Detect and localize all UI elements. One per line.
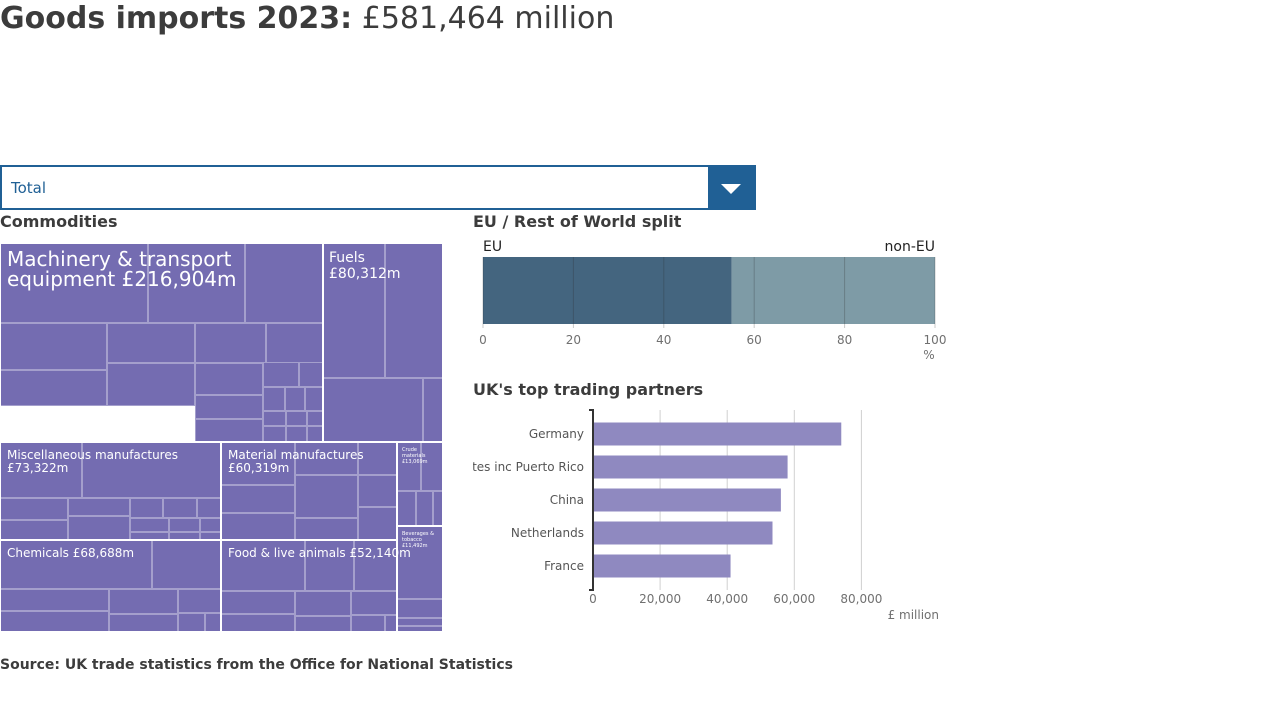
treemap-subcell — [107, 363, 195, 406]
partners-tick-label: 40,000 — [706, 592, 748, 606]
treemap-subcell — [245, 243, 323, 323]
partner-bar — [593, 521, 773, 545]
select-toggle-button[interactable] — [708, 167, 754, 208]
treemap-subcell — [295, 442, 358, 475]
treemap-cell-label: Food & live animals £52,140m — [228, 546, 411, 560]
treemap-subcell — [130, 518, 169, 532]
treemap-cell[interactable]: Beverages & tobacco £11,492m — [397, 526, 443, 632]
partners-axis-unit: £ million — [888, 608, 939, 622]
treemap-subcell — [163, 498, 197, 518]
partner-label: France — [544, 559, 584, 573]
treemap-subcell — [195, 395, 263, 419]
eu-split-bar-1 — [731, 257, 935, 324]
partner-label: Germany — [529, 427, 584, 441]
commodities-treemap: Machinery & transport equipment £216,904… — [0, 243, 443, 632]
treemap-cell-label: Crude materials £13,069m — [402, 447, 428, 465]
commodity-select[interactable]: Total — [0, 165, 756, 210]
treemap-cell[interactable]: Chemicals £68,688m — [0, 540, 221, 632]
partner-label: Netherlands — [511, 526, 584, 540]
select-value: Total — [11, 179, 47, 197]
treemap-subcell — [266, 323, 323, 363]
treemap-subcell — [358, 475, 397, 507]
treemap-cell-label: Fuels £80,312m — [329, 250, 401, 282]
partner-label: China — [550, 493, 584, 507]
source-note: Source: UK trade statistics from the Off… — [0, 657, 513, 673]
eu-split-bar-0 — [483, 257, 732, 324]
partners-tick-label: 80,000 — [840, 592, 882, 606]
eu-tick-label: 100 — [924, 333, 947, 347]
treemap-subcell — [263, 411, 286, 426]
eu-tick-label: 20 — [566, 333, 581, 347]
treemap-cell[interactable]: Miscellaneous manufactures £73,322m — [0, 442, 221, 540]
page-title: Goods imports 2023: £581,464 million — [0, 0, 614, 38]
treemap-cell[interactable]: Food & live animals £52,140m — [221, 540, 411, 632]
treemap-subcell — [82, 442, 221, 498]
treemap-subcell — [0, 540, 152, 589]
headline-title: Goods imports 2023: — [0, 1, 353, 36]
treemap-subcell — [152, 540, 221, 589]
treemap-subcell — [195, 323, 266, 363]
treemap-cell-label: Miscellaneous manufactures £73,322m — [7, 448, 178, 475]
treemap-subcell — [351, 591, 397, 615]
treemap-cell-label: Material manufactures £60,319m — [228, 448, 364, 475]
eu-tick-label: 60 — [747, 333, 762, 347]
treemap-cell[interactable]: Fuels £80,312m — [323, 243, 443, 442]
treemap-cell-label: Beverages & tobacco £11,492m — [402, 531, 435, 549]
partners-tick-label: 20,000 — [639, 592, 681, 606]
treemap-subcell — [130, 498, 163, 518]
treemap-cell[interactable]: Material manufactures £60,319m — [221, 442, 397, 540]
treemap-subcell — [358, 442, 397, 475]
treemap-subcell — [305, 540, 354, 591]
partner-label: United States inc Puerto Rico — [473, 460, 584, 474]
eu-split-chart: 0 20 40 60 80 100% EU non-EU — [479, 239, 947, 362]
treemap-subcell — [286, 411, 307, 426]
commodities-title: Commodities — [0, 212, 118, 231]
partner-bar — [593, 455, 788, 479]
partners-axis-line — [589, 409, 594, 591]
chevron-down-icon — [721, 184, 741, 194]
partners-tick-label: 60,000 — [773, 592, 815, 606]
partners-title: UK's top trading partners — [473, 380, 704, 399]
eu-axis-unit: % — [923, 348, 934, 362]
eu-split-title: EU / Rest of World split — [473, 212, 682, 231]
treemap-subcell — [68, 498, 130, 516]
headline-value: £581,464 million — [361, 1, 615, 36]
treemap-subcell — [397, 442, 421, 491]
treemap-cell-label: Machinery & transport equipment £216,904… — [7, 247, 237, 291]
treemap-cell[interactable]: Machinery & transport equipment £216,904… — [0, 243, 323, 442]
treemap-subcell — [323, 378, 423, 442]
partner-bar — [593, 554, 731, 578]
eu-legend-label: EU — [483, 239, 502, 255]
partners-chart: 0 20,000 40,000 60,000 80,000 Germany United S… — [473, 409, 939, 622]
treemap-subcell — [109, 589, 178, 614]
treemap-subcell — [299, 362, 323, 387]
treemap-subcell — [195, 363, 263, 395]
treemap-subcell — [385, 243, 443, 378]
treemap-subcell — [0, 370, 107, 406]
partners-tick-label: 0 — [589, 592, 597, 606]
treemap-subcell — [263, 362, 299, 387]
partner-bar — [593, 488, 781, 512]
treemap-subcell — [263, 387, 285, 411]
treemap-subcell — [285, 387, 305, 411]
non-eu-legend-label: non-EU — [885, 239, 935, 255]
partner-bar — [593, 422, 842, 446]
treemap-subcell — [354, 540, 397, 591]
eu-tick-label: 40 — [656, 333, 671, 347]
treemap-subcell — [148, 243, 245, 323]
treemap-subcell — [295, 475, 358, 518]
treemap-subcell — [107, 323, 195, 363]
eu-tick-label: 80 — [837, 333, 852, 347]
treemap-cell[interactable]: Crude materials £13,069m — [397, 442, 443, 526]
treemap-subcell — [0, 442, 82, 498]
eu-tick-label: 0 — [479, 333, 487, 347]
treemap-subcell — [295, 591, 351, 616]
treemap-subcell — [169, 518, 200, 532]
treemap-subcell — [0, 323, 107, 370]
treemap-cell-label: Chemicals £68,688m — [7, 546, 135, 560]
